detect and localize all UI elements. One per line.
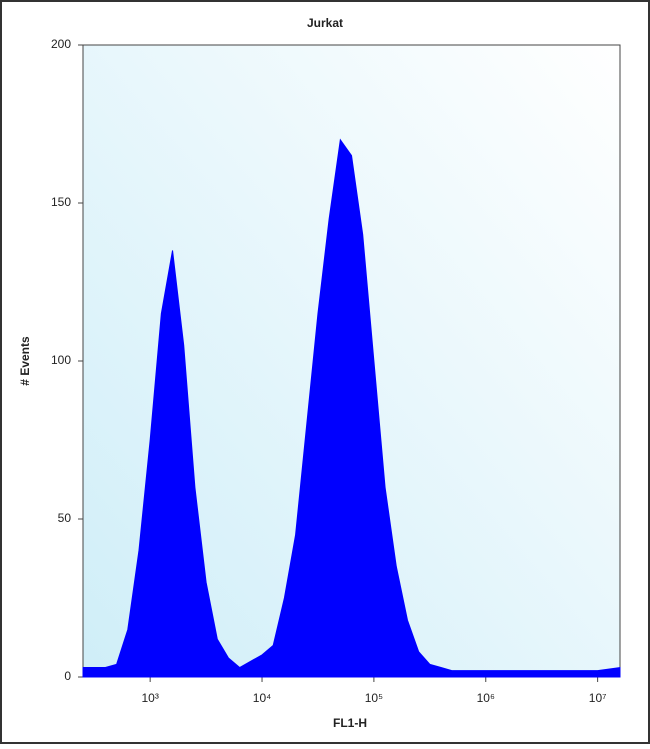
x-tick-label: 10⁴ xyxy=(253,691,272,705)
y-tick-label: 50 xyxy=(58,511,72,525)
y-tick-label: 200 xyxy=(51,37,71,51)
y-axis-label: # Events xyxy=(18,336,32,386)
y-tick-label: 150 xyxy=(51,195,71,209)
histogram-area xyxy=(82,138,621,678)
x-axis-label: FL1-H xyxy=(333,716,367,730)
x-tick-label: 10⁵ xyxy=(365,691,383,705)
x-tick-label: 10⁷ xyxy=(589,691,607,705)
x-tick-label: 10³ xyxy=(141,691,158,705)
chart-title: Jurkat xyxy=(307,16,343,30)
y-tick-label: 100 xyxy=(51,353,71,367)
y-tick-label: 0 xyxy=(64,669,71,683)
x-tick-label: 10⁶ xyxy=(477,691,495,705)
